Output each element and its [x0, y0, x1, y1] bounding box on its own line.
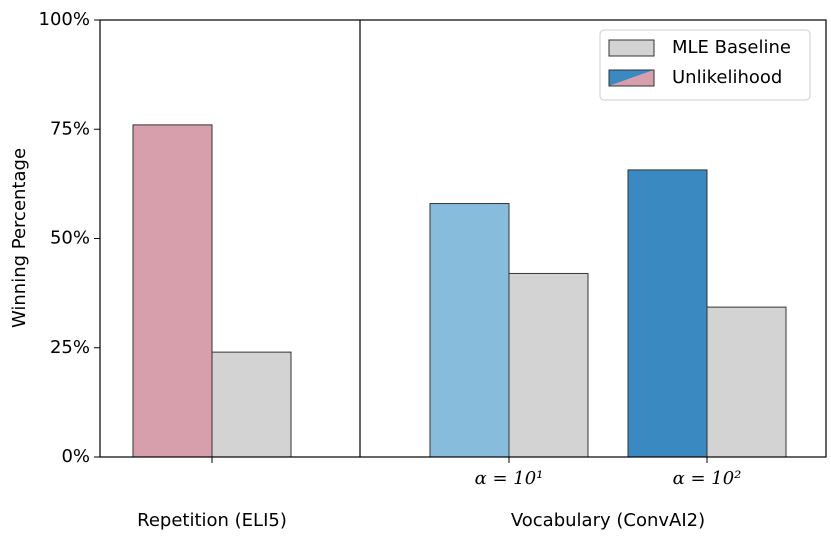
y-tick-label: 75% — [50, 118, 90, 139]
bar — [508, 272, 589, 458]
y-axis-label: Winning Percentage — [9, 148, 30, 328]
group-label: Repetition (ELI5) — [137, 510, 287, 531]
plot-frame — [99, 19, 827, 458]
legend-swatch-border — [608, 69, 655, 87]
y-tick-label: 100% — [39, 9, 90, 30]
legend-swatch — [608, 39, 655, 57]
bar — [132, 124, 213, 458]
group-label: Vocabulary (ConvAI2) — [511, 510, 705, 531]
bar — [429, 203, 510, 458]
bar — [627, 169, 708, 458]
bar — [706, 306, 787, 458]
y-tick-label: 50% — [50, 228, 90, 249]
legend-swatch — [609, 70, 654, 86]
legend-label: MLE Baseline — [672, 37, 791, 58]
bar — [211, 351, 292, 458]
legend-label: Unlikelihood — [672, 67, 782, 88]
x-tick-label: α = 10¹ — [475, 468, 544, 489]
x-tick-label: α = 10² — [673, 468, 742, 489]
y-tick-label: 0% — [61, 446, 90, 467]
y-tick-label: 25% — [50, 337, 90, 358]
